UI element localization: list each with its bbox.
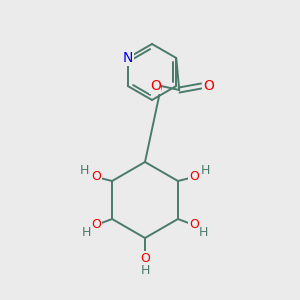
- Text: O: O: [189, 170, 199, 184]
- Text: H: H: [80, 164, 89, 178]
- Text: O: O: [189, 218, 199, 232]
- Text: H: H: [199, 226, 208, 239]
- Text: N: N: [123, 51, 133, 65]
- Text: O: O: [150, 79, 161, 93]
- Text: O: O: [203, 79, 214, 93]
- Text: O: O: [91, 218, 101, 232]
- Text: O: O: [140, 251, 150, 265]
- Text: O: O: [91, 170, 101, 184]
- Text: H: H: [81, 226, 91, 239]
- Text: H: H: [140, 263, 150, 277]
- Text: H: H: [201, 164, 211, 178]
